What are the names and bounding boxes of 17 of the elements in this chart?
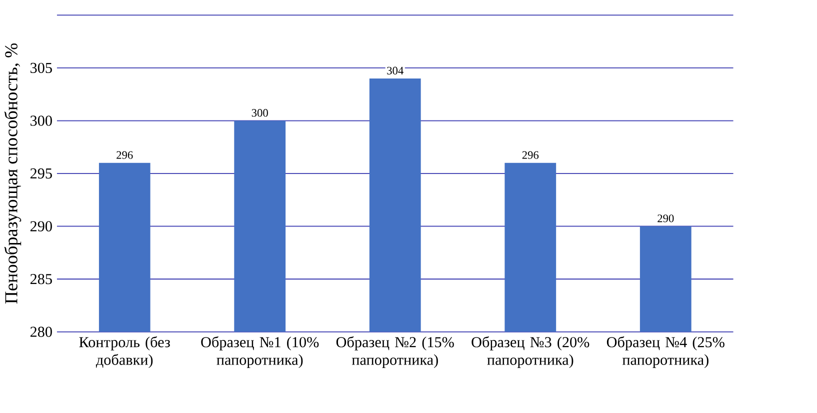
data-label: 296 [522, 151, 539, 160]
data-label: 300 [252, 109, 268, 117]
y-tick-label: 295 [30, 168, 52, 179]
x-tick-label: Контроль (без добавки) [79, 336, 170, 368]
data-label: 290 [658, 214, 674, 222]
data-label: 296 [116, 151, 133, 160]
x-tick-label: Образец №4 (25% папоротника) [606, 336, 724, 368]
y-axis-title: Пенообразующая способность, % [4, 44, 22, 304]
x-tick-label: Образец №1 (10% папоротника) [201, 336, 319, 368]
y-tick-label: 305 [30, 63, 52, 74]
y-tick-label: 280 [30, 326, 52, 338]
y-tick-label: 285 [30, 274, 52, 284]
x-tick-label: Образец №2 (15% папоротника) [336, 336, 454, 368]
data-label: 304 [387, 66, 404, 75]
x-tick-label: Образец №3 (20% папоротника) [472, 336, 590, 368]
y-tick-label: 300 [30, 116, 52, 126]
y-tick-label: 290 [30, 221, 52, 232]
